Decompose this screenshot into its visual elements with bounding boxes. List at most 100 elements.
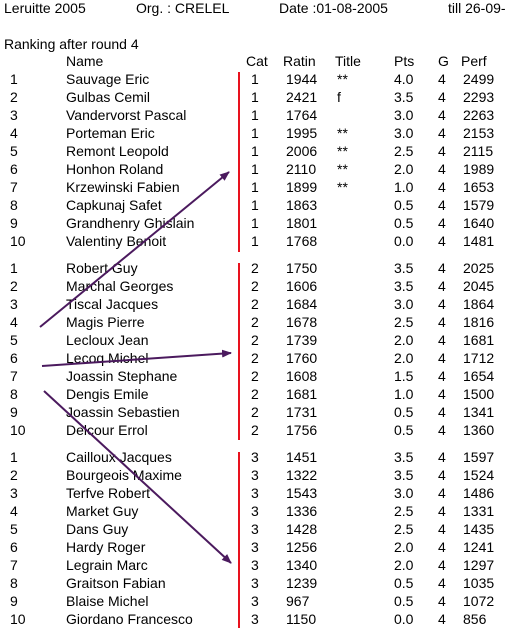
performance-cell: 1360 xyxy=(463,422,495,438)
table-row: 7 Joassin Stephane 2 1608 1.5 4 1654 xyxy=(0,367,505,385)
player-name: Joassin Stephane xyxy=(66,368,178,384)
table-row: 7 Legrain Marc 3 1340 2.0 4 1297 xyxy=(0,556,505,574)
games-cell: 4 xyxy=(438,143,446,159)
points-cell: 3.5 xyxy=(394,89,414,105)
rank-cell: 5 xyxy=(10,143,18,159)
rank-cell: 8 xyxy=(10,575,18,591)
points-cell: 0.0 xyxy=(394,233,414,249)
rank-cell: 5 xyxy=(10,521,18,537)
category-cell: 2 xyxy=(251,386,259,402)
performance-cell: 1341 xyxy=(463,404,495,420)
rating-cell: 1684 xyxy=(286,296,318,312)
category-cell: 1 xyxy=(251,89,259,105)
category-cell: 2 xyxy=(251,422,259,438)
category-cell: 1 xyxy=(251,71,259,87)
player-name: Capkunaj Safet xyxy=(66,197,162,213)
points-cell: 2.5 xyxy=(394,503,414,519)
performance-cell: 1524 xyxy=(463,467,495,483)
table-row: 5 Remont Leopold 1 2006 ** 2.5 4 2115 xyxy=(0,142,505,160)
category-cell: 2 xyxy=(251,278,259,294)
table-row: 1 Robert Guy 2 1750 3.5 4 2025 xyxy=(0,259,505,277)
rank-cell: 6 xyxy=(10,539,18,555)
points-cell: 2.0 xyxy=(394,332,414,348)
points-cell: 0.5 xyxy=(394,422,414,438)
rank-cell: 4 xyxy=(10,314,18,330)
performance-cell: 2115 xyxy=(463,143,494,159)
category-cell: 3 xyxy=(251,575,259,591)
category-cell: 1 xyxy=(251,233,259,249)
performance-cell: 1640 xyxy=(463,215,495,231)
points-cell: 1.5 xyxy=(394,368,414,384)
performance-cell: 2499 xyxy=(463,71,495,87)
performance-cell: 856 xyxy=(463,611,487,627)
rank-cell: 6 xyxy=(10,161,18,177)
rating-cell: 2006 xyxy=(286,143,318,159)
games-cell: 4 xyxy=(438,467,446,483)
performance-cell: 2263 xyxy=(463,107,495,123)
points-cell: 1.0 xyxy=(394,179,414,195)
rating-cell: 1322 xyxy=(286,467,318,483)
category-cell: 3 xyxy=(251,521,259,537)
tournament-name: Leruitte 2005 xyxy=(4,0,86,16)
player-name: Porteman Eric xyxy=(66,125,155,141)
tournament-date: Date :01-08-2005 xyxy=(279,0,388,16)
table-row: 6 Honhon Roland 1 2110 ** 2.0 4 1989 xyxy=(0,160,505,178)
rank-cell: 8 xyxy=(10,386,18,402)
rating-cell: 1428 xyxy=(286,521,318,537)
performance-cell: 1435 xyxy=(463,521,495,537)
performance-cell: 1864 xyxy=(463,296,495,312)
ranking-title: Ranking after round 4 xyxy=(4,36,139,52)
performance-cell: 1597 xyxy=(463,449,495,465)
rating-cell: 1678 xyxy=(286,314,318,330)
rank-cell: 1 xyxy=(10,260,18,276)
rating-cell: 1899 xyxy=(286,179,318,195)
points-cell: 3.0 xyxy=(394,485,414,501)
category-cell: 3 xyxy=(251,611,259,627)
table-row: 4 Porteman Eric 1 1995 ** 3.0 4 2153 xyxy=(0,124,505,142)
player-name: Gulbas Cemil xyxy=(66,89,151,105)
games-cell: 4 xyxy=(438,503,446,519)
performance-cell: 1241 xyxy=(463,539,495,555)
category-cell: 2 xyxy=(251,404,259,420)
rating-cell: 1150 xyxy=(286,611,317,627)
points-cell: 1.0 xyxy=(394,386,414,402)
performance-cell: 1486 xyxy=(463,485,495,501)
rank-cell: 8 xyxy=(10,197,18,213)
report-header: Leruitte 2005 Org. : CRELEL Date :01-08-… xyxy=(4,0,505,18)
player-name: Robert Guy xyxy=(66,260,138,276)
performance-cell: 1579 xyxy=(463,197,495,213)
table-row: 8 Capkunaj Safet 1 1863 0.5 4 1579 xyxy=(0,196,505,214)
category-cell: 1 xyxy=(251,107,259,123)
games-cell: 4 xyxy=(438,350,446,366)
points-cell: 4.0 xyxy=(394,71,414,87)
games-cell: 4 xyxy=(438,422,446,438)
games-cell: 4 xyxy=(438,296,446,312)
rank-cell: 9 xyxy=(10,215,18,231)
table-row: 8 Dengis Emile 2 1681 1.0 4 1500 xyxy=(0,385,505,403)
games-cell: 4 xyxy=(438,89,446,105)
rank-cell: 10 xyxy=(10,422,26,438)
points-cell: 2.5 xyxy=(394,314,414,330)
category-cell: 1 xyxy=(251,161,259,177)
rank-cell: 5 xyxy=(10,332,18,348)
games-cell: 4 xyxy=(438,278,446,294)
rating-cell: 1764 xyxy=(286,107,318,123)
player-name: Delcour Errol xyxy=(66,422,148,438)
points-cell: 0.5 xyxy=(394,593,414,609)
rating-cell: 1608 xyxy=(286,368,318,384)
category-cell: 1 xyxy=(251,125,259,141)
rating-cell: 1543 xyxy=(286,485,318,501)
player-name: Blaise Michel xyxy=(66,593,149,609)
table-row: 4 Market Guy 3 1336 2.5 4 1331 xyxy=(0,502,505,520)
table-row: 3 Terfve Robert 3 1543 3.0 4 1486 xyxy=(0,484,505,502)
points-cell: 0.5 xyxy=(394,575,414,591)
rating-cell: 1739 xyxy=(286,332,318,348)
rank-cell: 10 xyxy=(10,611,26,627)
rating-cell: 1239 xyxy=(286,575,318,591)
points-cell: 3.0 xyxy=(394,296,414,312)
games-cell: 4 xyxy=(438,107,446,123)
table-row: 9 Blaise Michel 3 967 0.5 4 1072 xyxy=(0,592,505,610)
rank-cell: 7 xyxy=(10,557,18,573)
player-name: Grandhenry Ghislain xyxy=(66,215,195,231)
rank-cell: 7 xyxy=(10,368,18,384)
